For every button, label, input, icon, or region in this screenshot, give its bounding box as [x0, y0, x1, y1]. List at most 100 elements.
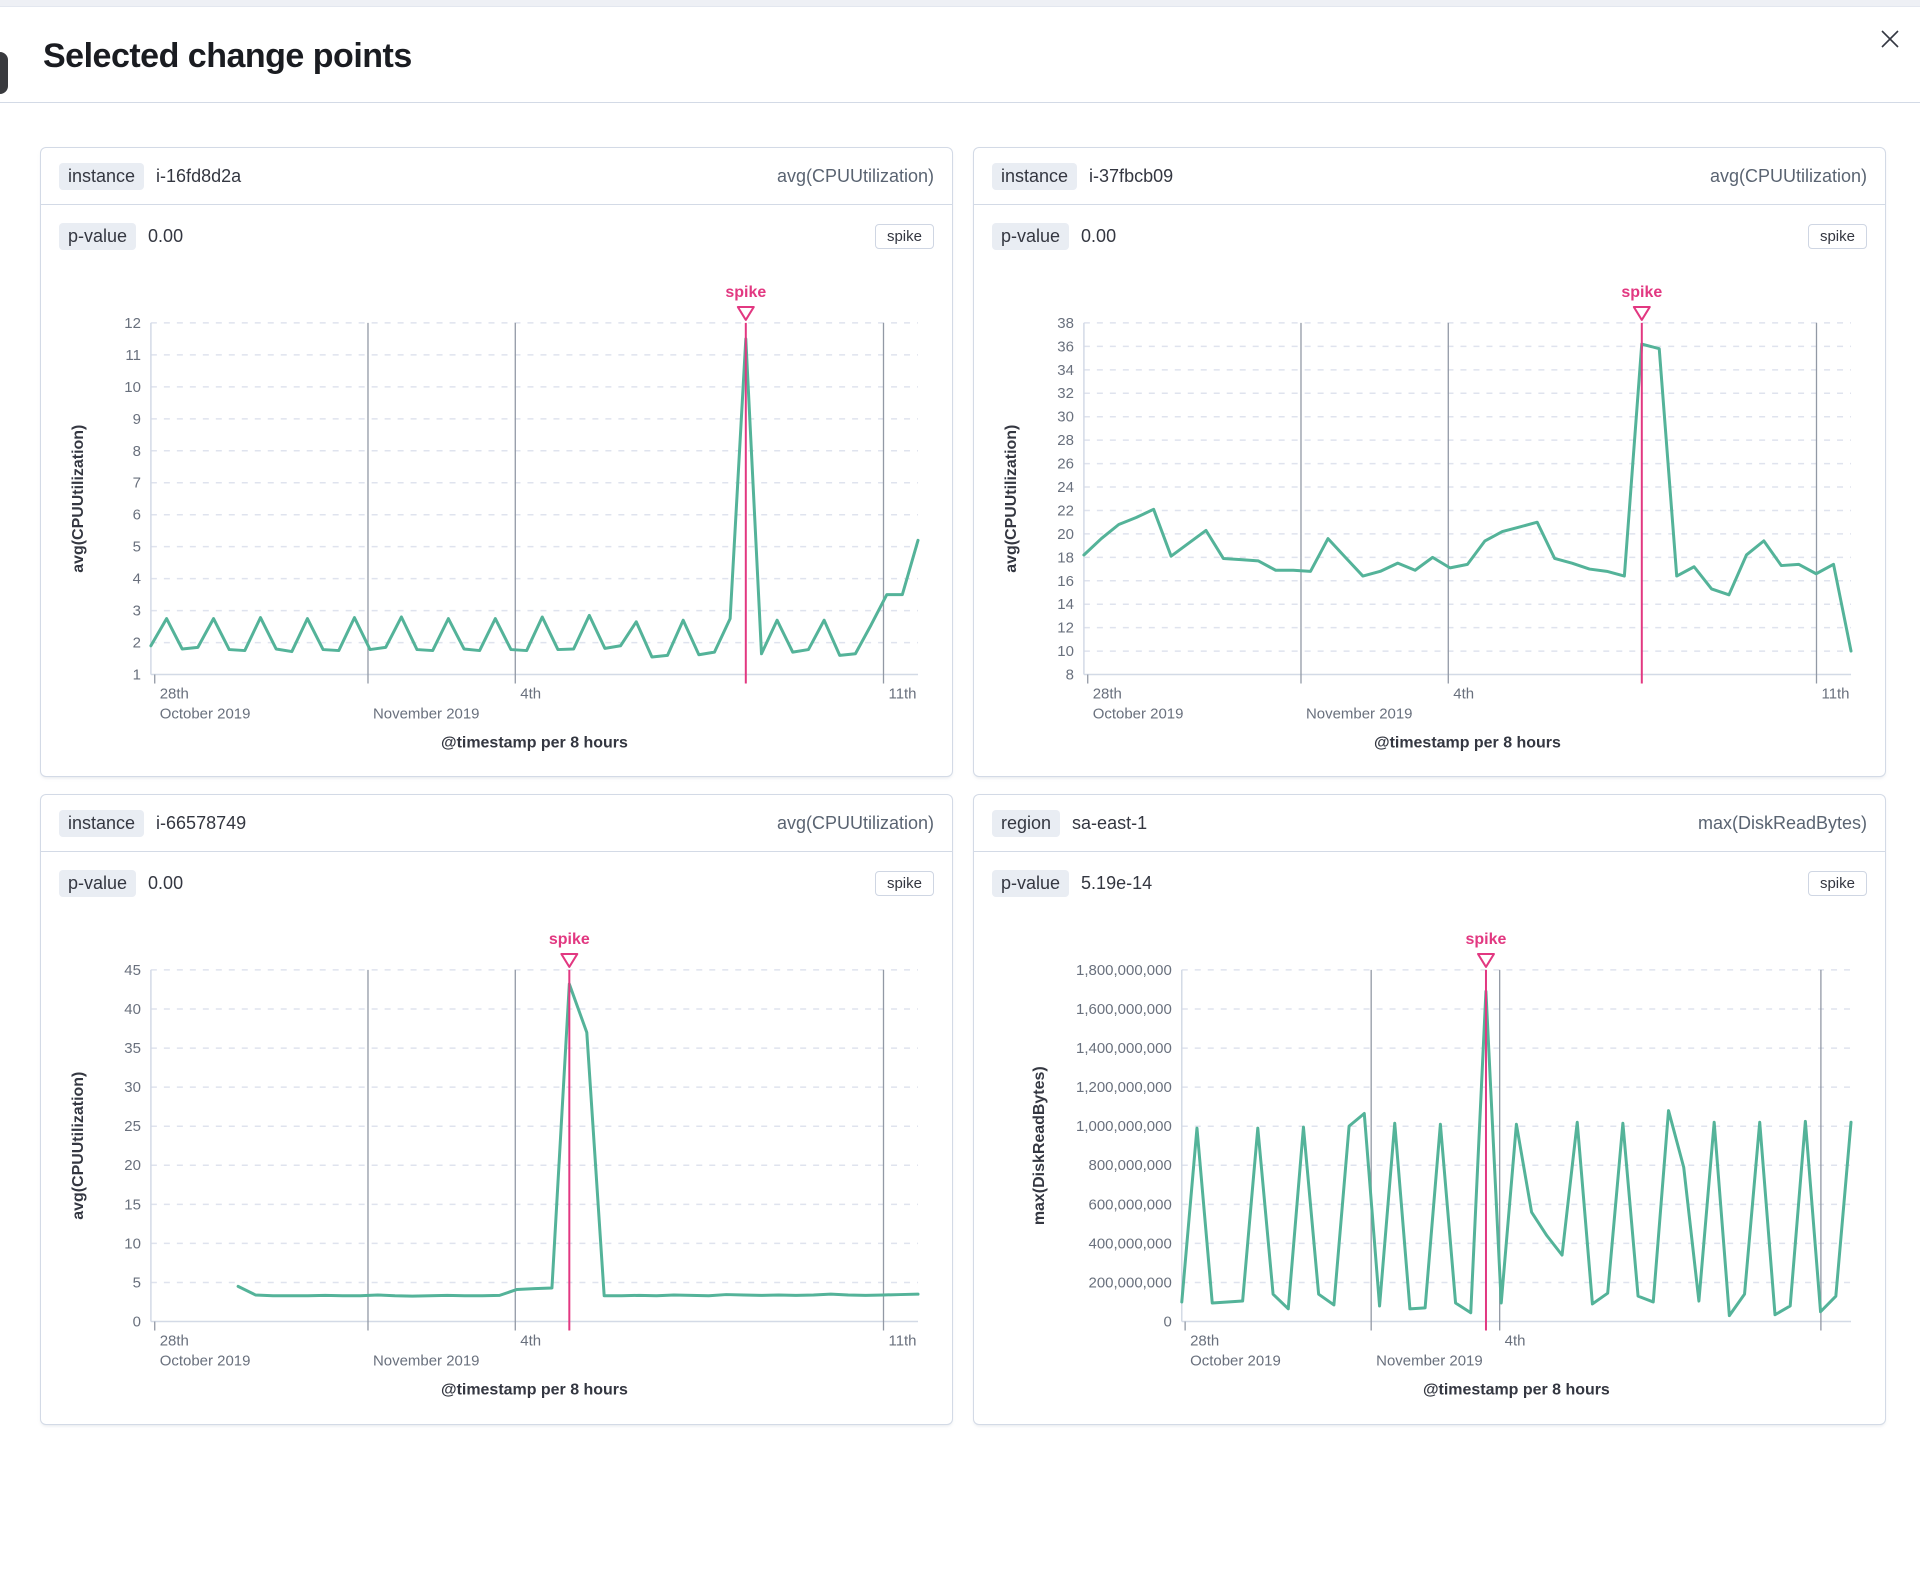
svg-text:4th: 4th [520, 686, 541, 703]
svg-text:20: 20 [1057, 526, 1074, 543]
svg-text:4: 4 [133, 571, 141, 588]
svg-text:@timestamp per 8 hours: @timestamp per 8 hours [441, 1382, 628, 1399]
svg-text:400,000,000: 400,000,000 [1089, 1236, 1172, 1253]
svg-text:0: 0 [1163, 1314, 1171, 1331]
svg-text:3: 3 [133, 603, 141, 620]
svg-text:8: 8 [133, 443, 141, 460]
svg-text:@timestamp per 8 hours: @timestamp per 8 hours [1423, 1382, 1610, 1399]
svg-text:avg(CPUUtilization): avg(CPUUtilization) [1003, 425, 1020, 573]
change-point-card: instance i-37fbcb09 avg(CPUUtilization) … [973, 147, 1886, 778]
change-point-card: region sa-east-1 max(DiskReadBytes) p-va… [973, 794, 1886, 1425]
svg-text:16: 16 [1057, 573, 1074, 590]
svg-text:spike: spike [725, 284, 766, 301]
metric-label: avg(CPUUtilization) [776, 165, 934, 186]
svg-text:30: 30 [1057, 409, 1074, 426]
svg-text:14: 14 [1057, 596, 1074, 613]
svg-text:38: 38 [1057, 315, 1074, 332]
svg-text:10: 10 [124, 379, 141, 396]
change-point-card: instance i-66578749 avg(CPUUtilization) … [40, 794, 953, 1425]
svg-text:2: 2 [133, 635, 141, 652]
field-badge: instance [992, 162, 1078, 190]
close-button[interactable] [1872, 21, 1908, 57]
field-badge: region [992, 809, 1061, 837]
svg-text:7: 7 [133, 475, 141, 492]
change-type-badge[interactable]: spike [874, 223, 934, 249]
change-points-grid: instance i-16fd8d2a avg(CPUUtilization) … [0, 103, 1920, 1425]
field-value: i-66578749 [156, 812, 247, 833]
svg-text:1,600,000,000: 1,600,000,000 [1076, 1001, 1172, 1018]
modal-title: Selected change points [43, 37, 412, 75]
change-type-badge[interactable]: spike [1807, 223, 1867, 249]
svg-text:1,400,000,000: 1,400,000,000 [1076, 1041, 1172, 1058]
p-value: 0.00 [148, 225, 184, 246]
card-header: instance i-66578749 avg(CPUUtilization) [41, 795, 952, 853]
svg-text:35: 35 [124, 1041, 141, 1058]
change-type-badge[interactable]: spike [1807, 870, 1867, 896]
p-value: 5.19e-14 [1081, 872, 1153, 893]
svg-text:4th: 4th [1453, 686, 1474, 703]
page-behind-artifact [0, 52, 8, 94]
svg-text:November 2019: November 2019 [1376, 1353, 1483, 1370]
field-badge: instance [59, 162, 145, 190]
svg-text:@timestamp per 8 hours: @timestamp per 8 hours [441, 734, 628, 751]
change-point-chart: 1 2 3 4 5 6 7 8 9 10 11 12 28th October 2019 November … [41, 267, 952, 758]
change-type-badge[interactable]: spike [874, 870, 934, 896]
svg-text:12: 12 [1057, 620, 1074, 637]
svg-text:200,000,000: 200,000,000 [1089, 1275, 1172, 1292]
svg-text:40: 40 [124, 1001, 141, 1018]
change-point-card: instance i-16fd8d2a avg(CPUUtilization) … [40, 147, 953, 778]
svg-text:10: 10 [1057, 643, 1074, 660]
svg-text:0: 0 [133, 1314, 141, 1331]
metric-label: avg(CPUUtilization) [776, 812, 934, 833]
svg-text:11th: 11th [888, 686, 916, 703]
svg-text:November 2019: November 2019 [1306, 705, 1413, 722]
metric-label: max(DiskReadBytes) [1697, 812, 1867, 833]
svg-text:October 2019: October 2019 [160, 705, 251, 722]
svg-text:6: 6 [133, 507, 141, 524]
svg-text:avg(CPUUtilization): avg(CPUUtilization) [70, 1072, 87, 1220]
svg-text:November 2019: November 2019 [373, 705, 480, 722]
field-value: i-16fd8d2a [156, 165, 242, 186]
svg-text:1,200,000,000: 1,200,000,000 [1076, 1080, 1172, 1097]
card-header: region sa-east-1 max(DiskReadBytes) [974, 795, 1885, 853]
close-icon [1881, 30, 1899, 48]
change-point-chart: 0 5 10 15 20 25 30 35 40 45 28th October 2019 Novemb… [41, 914, 952, 1405]
svg-text:24: 24 [1057, 479, 1074, 496]
svg-text:max(DiskReadBytes): max(DiskReadBytes) [1031, 1067, 1048, 1226]
svg-text:20: 20 [124, 1158, 141, 1175]
card-subheader: p-value 0.00 spike [974, 205, 1885, 267]
svg-text:October 2019: October 2019 [1093, 705, 1184, 722]
svg-text:10: 10 [124, 1236, 141, 1253]
metric-label: avg(CPUUtilization) [1709, 165, 1867, 186]
modal-header: Selected change points [0, 7, 1920, 103]
p-value-badge: p-value [992, 222, 1070, 250]
card-subheader: p-value 0.00 spike [41, 205, 952, 267]
card-header: instance i-37fbcb09 avg(CPUUtilization) [974, 148, 1885, 205]
svg-text:@timestamp per 8 hours: @timestamp per 8 hours [1374, 734, 1561, 751]
svg-text:11: 11 [125, 347, 141, 364]
svg-text:28th: 28th [160, 1333, 189, 1350]
svg-text:800,000,000: 800,000,000 [1089, 1158, 1172, 1175]
svg-text:avg(CPUUtilization): avg(CPUUtilization) [70, 425, 87, 573]
p-value-badge: p-value [59, 222, 137, 250]
svg-text:November 2019: November 2019 [373, 1353, 480, 1370]
svg-text:8: 8 [1066, 667, 1074, 684]
svg-text:1: 1 [133, 667, 141, 684]
svg-text:1,800,000,000: 1,800,000,000 [1076, 962, 1172, 979]
svg-text:30: 30 [124, 1080, 141, 1097]
svg-text:11th: 11th [1821, 686, 1849, 703]
svg-text:4th: 4th [520, 1333, 541, 1350]
p-value: 0.00 [148, 872, 184, 893]
svg-text:spike: spike [549, 931, 590, 948]
field-value: sa-east-1 [1072, 812, 1148, 833]
svg-text:12: 12 [124, 315, 141, 332]
svg-text:11th: 11th [888, 1333, 916, 1350]
svg-text:25: 25 [124, 1119, 141, 1136]
p-value-badge: p-value [59, 869, 137, 897]
change-point-chart: 8 10 12 14 16 18 20 22 24 26 28 30 32 34 36 38 28th Octob… [974, 267, 1885, 758]
svg-text:18: 18 [1057, 549, 1074, 566]
svg-text:600,000,000: 600,000,000 [1089, 1197, 1172, 1214]
field-value: i-37fbcb09 [1089, 165, 1174, 186]
page-background-strip [0, 0, 1920, 7]
card-header: instance i-16fd8d2a avg(CPUUtilization) [41, 148, 952, 205]
